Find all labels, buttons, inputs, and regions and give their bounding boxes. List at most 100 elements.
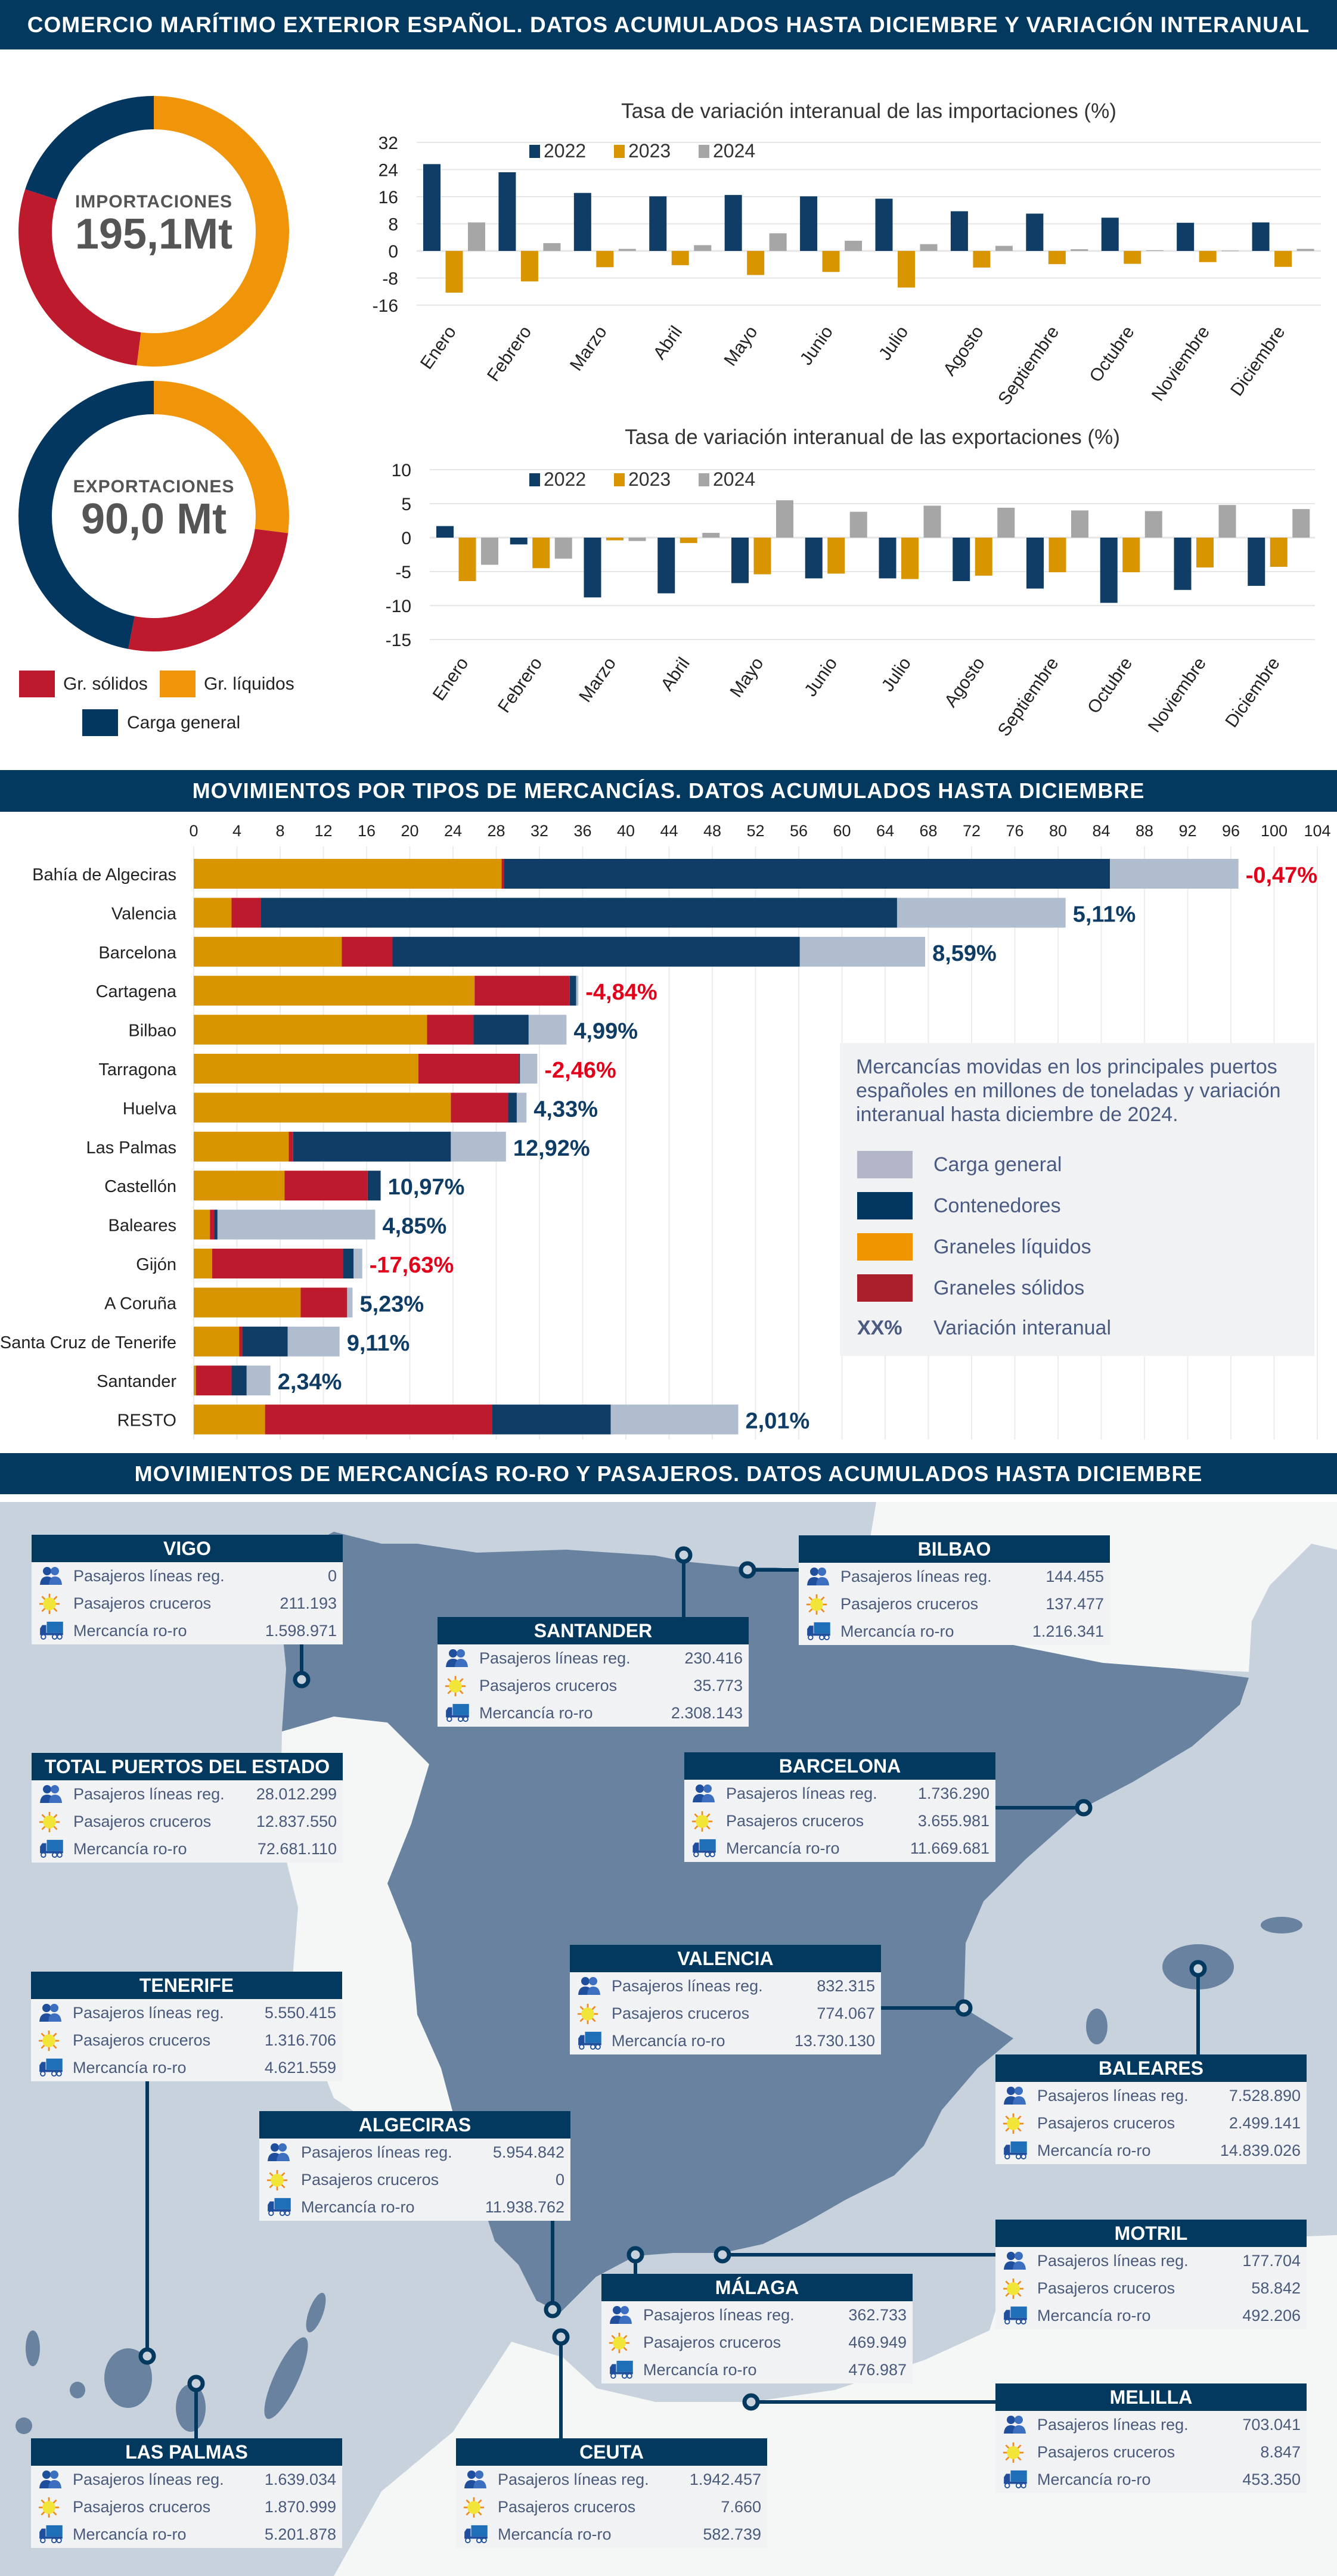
port-stat-row: Mercancía ro-ro 4.621.559	[31, 2054, 342, 2081]
bar-2022-Mayo	[731, 538, 749, 584]
port-stat-row: Pasajeros cruceros 774.067	[570, 2000, 881, 2027]
main-header: COMERCIO MARÍTIMO EXTERIOR ESPAÑOL. DATO…	[0, 0, 1337, 49]
variation-label: 5,11%	[1073, 902, 1136, 927]
stat-label: Pasajeros cruceros	[840, 1594, 979, 1613]
bar-2022-Marzo	[584, 538, 601, 598]
truck-icon	[609, 2360, 633, 2380]
bar-2022-Febrero	[510, 538, 528, 545]
x-tick-label: Abril	[657, 654, 693, 694]
bar-2022-Diciembre	[1248, 538, 1265, 586]
exports-donut-slice-solidos	[18, 381, 289, 651]
stat-value: 72.681.110	[257, 1839, 337, 1858]
truck-icon	[39, 1621, 63, 1641]
port-label: Santa Cruz de Tenerife	[0, 1333, 176, 1352]
port-stat-row: Pasajeros cruceros 1.870.999	[31, 2493, 342, 2521]
stat-label: Pasajeros líneas reg.	[498, 2470, 649, 2488]
imports-donut-slice-solidos	[18, 96, 289, 367]
port-stat-row: Mercancía ro-ro 14.839.026	[995, 2137, 1307, 2164]
port-stat-row: Pasajeros cruceros 137.477	[799, 1590, 1110, 1618]
section-title-mercancias: MOVIMIENTOS POR TIPOS DE MERCANCÍAS. DAT…	[192, 778, 1145, 803]
bar-segment-contenedores	[492, 1404, 611, 1435]
port-name: VIGO	[32, 1535, 343, 1562]
port-label: Cartagena	[96, 982, 177, 1001]
truck-icon	[577, 2031, 601, 2051]
x-tick-label: 104	[1304, 822, 1330, 840]
ports-stacked-bar-chart: 0 4 8 12 16 20 24 28 32 36 40 44 48 52 56 60 64 68 72 76 80 8…	[0, 822, 1331, 1439]
stat-label: Pasajeros cruceros	[643, 2333, 781, 2351]
bar-2023-Diciembre	[1270, 538, 1288, 567]
truck-icon	[38, 2057, 63, 2078]
section-title-roro: MOVIMIENTOS DE MERCANCÍAS RO-RO Y PASAJE…	[134, 1461, 1203, 1486]
bar-2023-Septiembre	[1048, 538, 1066, 573]
port-stat-row: Pasajeros líneas reg. 28.012.299	[32, 1780, 343, 1808]
imports-summary: IMPORTACIONES 195,1Mt	[35, 192, 273, 256]
variation-label: 8,59%	[932, 941, 997, 966]
port-label: Bilbao	[128, 1022, 176, 1041]
x-tick-label: 8	[275, 822, 284, 840]
bar-2023-Abril	[680, 538, 697, 544]
port-label: Valencia	[111, 904, 177, 923]
stat-label: Mercancía ro-ro	[1037, 2141, 1151, 2159]
x-tick-label: Mayo	[720, 322, 761, 370]
x-tick-label: Octubre	[1084, 654, 1136, 717]
bar-segment-graneles-sólidos	[289, 1131, 293, 1162]
legend-swatch	[857, 1233, 913, 1261]
x-tick-label: Febrero	[483, 322, 535, 385]
port-label: RESTO	[117, 1411, 176, 1430]
port-card: ALGECIRAS Pasajeros líneas reg. 5.954.842 P…	[259, 2111, 570, 2221]
x-tick-label: 80	[1049, 822, 1067, 840]
y-tick-label: -10	[386, 597, 411, 616]
stat-value: 12.837.550	[256, 1812, 337, 1830]
port-stat-row: Pasajeros líneas reg. 362.733	[601, 2301, 913, 2329]
port-stat-row: Mercancía ro-ro 11.669.681	[684, 1835, 995, 1862]
bar-segment-graneles-sólidos	[265, 1404, 492, 1435]
bar-segment-contenedores	[392, 936, 800, 967]
legend-label-general: Carga general	[127, 713, 241, 733]
sun-icon	[38, 2030, 62, 2052]
people-icon	[463, 2469, 487, 2490]
menorca-island	[1261, 1917, 1302, 1933]
x-tick-label: 4	[232, 822, 241, 840]
exports-variation-chart: Tasa de variación interanual de las expo…	[386, 426, 1315, 740]
y-tick-label: 0	[388, 242, 398, 262]
port-name: MÁLAGA	[601, 2274, 913, 2301]
bar-segment-graneles-sólidos	[427, 1014, 474, 1045]
truck-icon	[1003, 2469, 1027, 2490]
port-label: Barcelona	[98, 944, 176, 963]
legend-item-carga-general: Carga general	[857, 1151, 1062, 1178]
stat-label: Pasajeros cruceros	[1037, 2113, 1175, 2132]
bar-2023-Octubre	[1122, 538, 1140, 573]
port-name: LAS PALMAS	[31, 2438, 342, 2466]
stat-label: Mercancía ro-ro	[1037, 2470, 1151, 2488]
port-card: SANTANDER Pasajeros líneas reg. 230.416 Pas…	[438, 1617, 749, 1727]
x-tick-label: Noviembre	[1144, 654, 1210, 736]
people-icon	[1003, 2251, 1026, 2271]
y-tick-label: 32	[379, 134, 398, 153]
port-name: BALEARES	[995, 2054, 1307, 2082]
port-stat-row: Mercancía ro-ro 13.730.130	[570, 2027, 881, 2054]
x-tick-label: 16	[358, 822, 376, 840]
legend-label: Variación interanual	[933, 1316, 1111, 1339]
stat-value: 1.216.341	[1032, 1622, 1104, 1640]
port-stat-row: Pasajeros cruceros 3.655.981	[684, 1807, 995, 1835]
port-card: VIGO Pasajeros líneas reg. 0 Pasajeros cruc…	[32, 1535, 343, 1644]
port-marker-icon	[714, 2246, 731, 2264]
port-stat-row: Mercancía ro-ro 5.201.878	[31, 2521, 342, 2548]
port-card: BARCELONA Pasajeros líneas reg. 1.736.290 P…	[684, 1752, 995, 1862]
legend-swatch-2023	[614, 145, 625, 158]
x-tick-label: 20	[401, 822, 418, 840]
bar-2023-Febrero	[532, 538, 550, 569]
port-stat-row: Pasajeros cruceros 1.316.706	[31, 2026, 342, 2054]
stat-label: Pasajeros líneas reg.	[1037, 2251, 1189, 2270]
truck-icon	[445, 1703, 469, 1723]
stat-value: 14.839.026	[1220, 2141, 1301, 2159]
bar-2024-Agosto	[995, 246, 1013, 251]
bar-2022-Marzo	[573, 193, 591, 251]
stat-value: 230.416	[684, 1649, 743, 1667]
port-marker-icon	[544, 2301, 562, 2319]
stat-label: Mercancía ro-ro	[73, 1621, 187, 1640]
port-stat-row: Pasajeros líneas reg. 1.942.457	[456, 2466, 767, 2493]
x-tick-label: Septiembre	[994, 322, 1063, 409]
legend-label: Graneles líquidos	[933, 1235, 1091, 1258]
stat-label: Mercancía ro-ro	[643, 2360, 757, 2379]
